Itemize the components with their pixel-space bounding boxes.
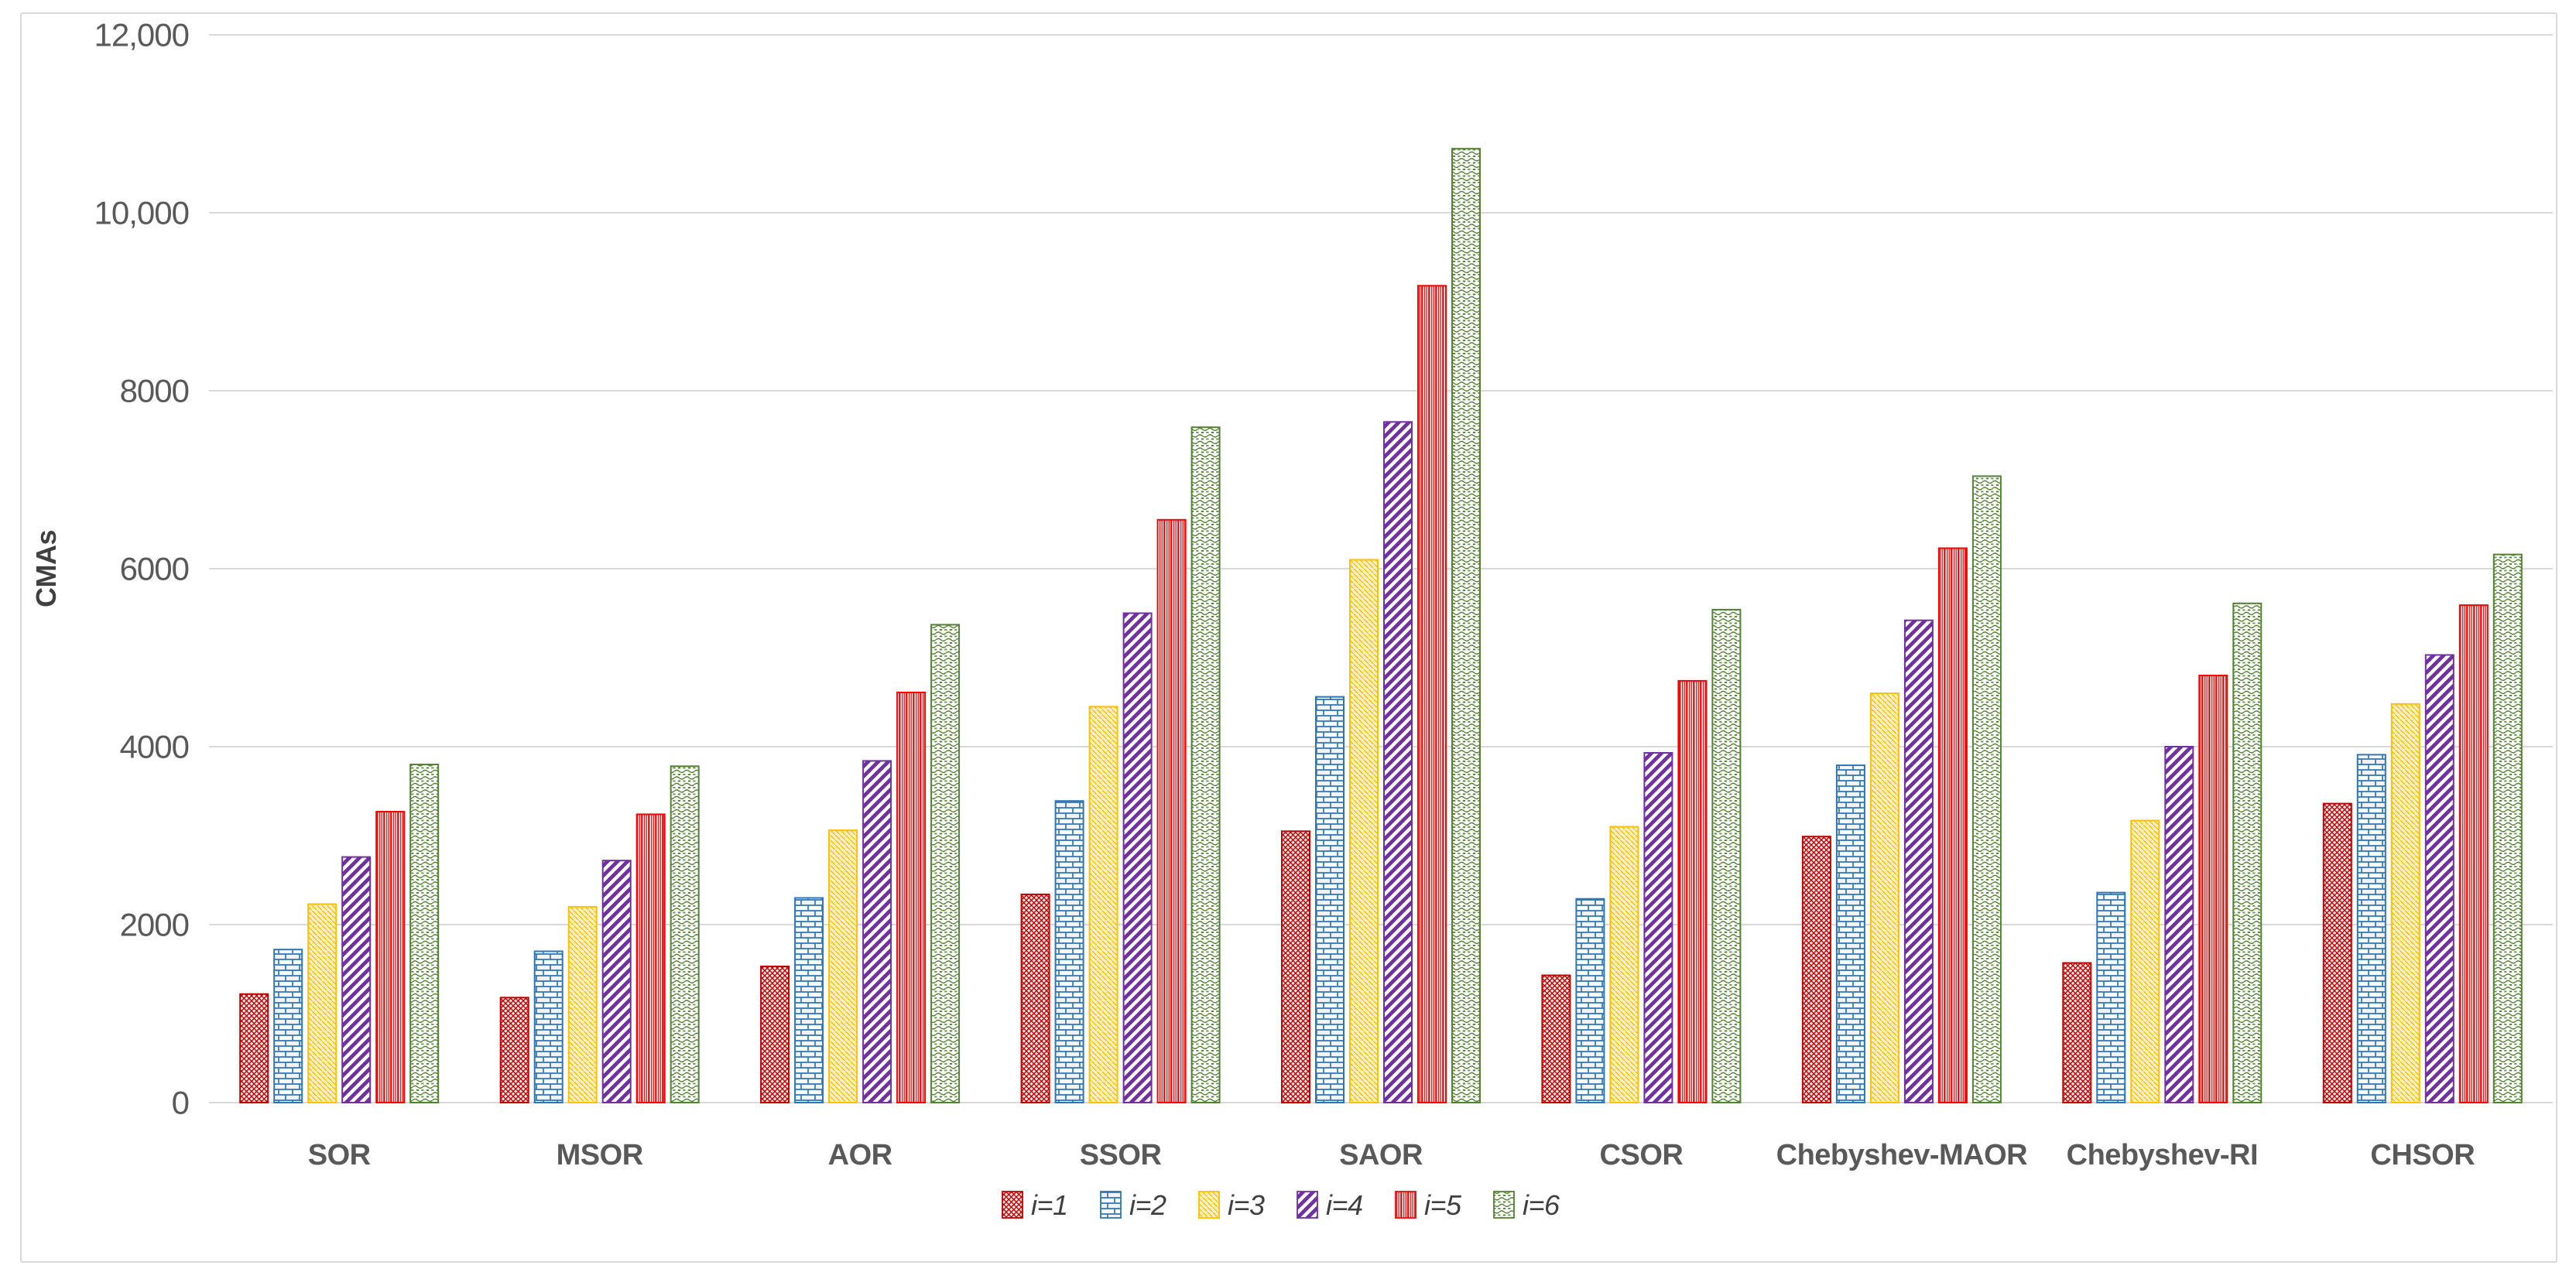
bar-CSOR-i=5[interactable] xyxy=(1677,679,1708,1103)
bar-Chebyshev-RI-i=2[interactable] xyxy=(2096,891,2126,1103)
bar-MSOR-i=2[interactable] xyxy=(533,950,564,1103)
bar-AOR-i=6[interactable] xyxy=(930,624,961,1103)
bar-SAOR-i=6[interactable] xyxy=(1451,148,1481,1104)
legend-item-i=5[interactable]: i=5 xyxy=(1395,1189,1463,1221)
bar-SAOR-i=3[interactable] xyxy=(1349,559,1379,1103)
legend-item-i=1[interactable]: i=1 xyxy=(1002,1189,1068,1221)
bar-SSOR-i=3[interactable] xyxy=(1088,706,1118,1104)
y-tick-6000: 6000 xyxy=(120,551,189,587)
bar-SOR-i=6[interactable] xyxy=(409,764,440,1103)
legend-swatch-i=2 xyxy=(1100,1191,1122,1219)
legend: i=1 i=2 i=3 i=4 i=5 i=6 xyxy=(1002,1189,1561,1221)
bar-SSOR-i=2[interactable] xyxy=(1054,800,1084,1103)
bar-SSOR-i=1[interactable] xyxy=(1020,893,1050,1104)
bar-MSOR-i=1[interactable] xyxy=(499,997,529,1104)
bar-AOR-i=1[interactable] xyxy=(760,966,790,1103)
bar-CSOR-i=2[interactable] xyxy=(1575,898,1605,1103)
legend-label-i=1: i=1 xyxy=(1031,1189,1068,1221)
y-tick-10000: 10,000 xyxy=(94,195,189,231)
bar-SSOR-i=5[interactable] xyxy=(1156,518,1187,1103)
legend-swatch-i=5 xyxy=(1395,1191,1416,1219)
category-label-SAOR: SAOR xyxy=(1339,1139,1423,1171)
y-tick-8000: 8000 xyxy=(120,373,189,409)
bar-MSOR-i=3[interactable] xyxy=(567,906,598,1103)
legend-item-i=2[interactable]: i=2 xyxy=(1100,1189,1167,1221)
category-label-SSOR: SSOR xyxy=(1080,1139,1162,1171)
bar-SAOR-i=4[interactable] xyxy=(1383,421,1413,1103)
bar-AOR-i=4[interactable] xyxy=(862,760,892,1104)
bar-SAOR-i=1[interactable] xyxy=(1281,830,1310,1104)
bar-Chebyshev-RI-i=4[interactable] xyxy=(2164,746,2194,1103)
x-axis-category-labels: SOR MSOR AOR SSOR SAOR CSOR Chebyshev-MAOR Cheb… xyxy=(308,1139,2475,1171)
legend-swatch-i=6 xyxy=(1493,1191,1515,1219)
bar-CHSOR-i=6[interactable] xyxy=(2492,553,2523,1103)
bar-CHSOR-i=4[interactable] xyxy=(2424,654,2454,1103)
bar-AOR-i=3[interactable] xyxy=(828,829,858,1103)
bar-CSOR-i=1[interactable] xyxy=(1541,974,1571,1103)
bar-groups xyxy=(239,148,2523,1104)
category-label-MSOR: MSOR xyxy=(557,1139,643,1171)
legend-label-i=6: i=6 xyxy=(1523,1189,1560,1221)
bar-CSOR-i=4[interactable] xyxy=(1643,752,1673,1103)
legend-swatch-i=3 xyxy=(1198,1191,1220,1219)
bar-SAOR-i=5[interactable] xyxy=(1417,285,1447,1103)
bar-SOR-i=3[interactable] xyxy=(307,903,337,1103)
bar-SSOR-i=6[interactable] xyxy=(1190,426,1221,1103)
bar-CSOR-i=3[interactable] xyxy=(1609,826,1639,1103)
bar-AOR-i=5[interactable] xyxy=(896,691,927,1103)
legend-item-i=6[interactable]: i=6 xyxy=(1493,1189,1561,1221)
y-tick-2000: 2000 xyxy=(120,907,189,943)
y-tick-4000: 4000 xyxy=(120,729,189,765)
y-tick-12000: 12,000 xyxy=(94,17,189,53)
legend-label-i=3: i=3 xyxy=(1228,1189,1265,1221)
bar-AOR-i=2[interactable] xyxy=(794,897,824,1103)
bar-Chebyshev-MAOR-i=3[interactable] xyxy=(1869,693,1899,1103)
bar-MSOR-i=6[interactable] xyxy=(670,765,700,1103)
category-label-AOR: AOR xyxy=(828,1139,892,1171)
legend-item-i=4[interactable]: i=4 xyxy=(1297,1189,1363,1221)
category-label-SOR: SOR xyxy=(308,1139,371,1171)
bar-SOR-i=5[interactable] xyxy=(375,811,406,1103)
bar-SAOR-i=2[interactable] xyxy=(1315,696,1345,1103)
bar-Chebyshev-MAOR-i=4[interactable] xyxy=(1903,619,1934,1103)
category-label-Chebyshev-RI: Chebyshev-RI xyxy=(2067,1139,2258,1171)
legend-label-i=4: i=4 xyxy=(1326,1189,1363,1221)
category-label-CHSOR: CHSOR xyxy=(2370,1139,2475,1171)
bar-CSOR-i=6[interactable] xyxy=(1711,608,1742,1103)
bar-CHSOR-i=5[interactable] xyxy=(2458,604,2489,1103)
bar-Chebyshev-MAOR-i=5[interactable] xyxy=(1937,547,1968,1103)
y-axis-title: CMAs xyxy=(30,530,62,607)
legend-swatch-i=1 xyxy=(1002,1191,1023,1219)
bar-Chebyshev-MAOR-i=6[interactable] xyxy=(1971,475,2002,1103)
bar-MSOR-i=5[interactable] xyxy=(635,813,666,1104)
bar-Chebyshev-RI-i=5[interactable] xyxy=(2198,675,2228,1103)
bar-SSOR-i=4[interactable] xyxy=(1122,612,1153,1103)
legend-swatch-i=4 xyxy=(1297,1191,1318,1219)
bar-Chebyshev-MAOR-i=1[interactable] xyxy=(1801,836,1831,1103)
bar-CHSOR-i=3[interactable] xyxy=(2390,703,2420,1103)
bar-Chebyshev-RI-i=6[interactable] xyxy=(2232,602,2263,1103)
category-label-CSOR: CSOR xyxy=(1600,1139,1684,1171)
bar-SOR-i=4[interactable] xyxy=(341,856,372,1103)
bar-Chebyshev-RI-i=3[interactable] xyxy=(2130,819,2160,1103)
bar-Chebyshev-MAOR-i=2[interactable] xyxy=(1835,764,1865,1103)
bar-Chebyshev-RI-i=1[interactable] xyxy=(2062,962,2092,1103)
bar-SOR-i=2[interactable] xyxy=(273,949,303,1103)
legend-item-i=3[interactable]: i=3 xyxy=(1198,1189,1266,1221)
bar-CHSOR-i=2[interactable] xyxy=(2356,754,2386,1104)
bar-SOR-i=1[interactable] xyxy=(239,993,269,1103)
y-tick-0: 0 xyxy=(172,1085,189,1121)
bar-CHSOR-i=1[interactable] xyxy=(2322,802,2352,1103)
bar-MSOR-i=4[interactable] xyxy=(601,860,632,1103)
legend-label-i=2: i=2 xyxy=(1129,1189,1166,1221)
gridlines xyxy=(209,34,2553,1103)
category-label-Chebyshev-MAOR: Chebyshev-MAOR xyxy=(1776,1139,2028,1171)
y-axis-tick-labels: 0 2000 4000 6000 8000 10,000 12,000 xyxy=(94,17,190,1121)
legend-label-i=5: i=5 xyxy=(1424,1189,1462,1221)
